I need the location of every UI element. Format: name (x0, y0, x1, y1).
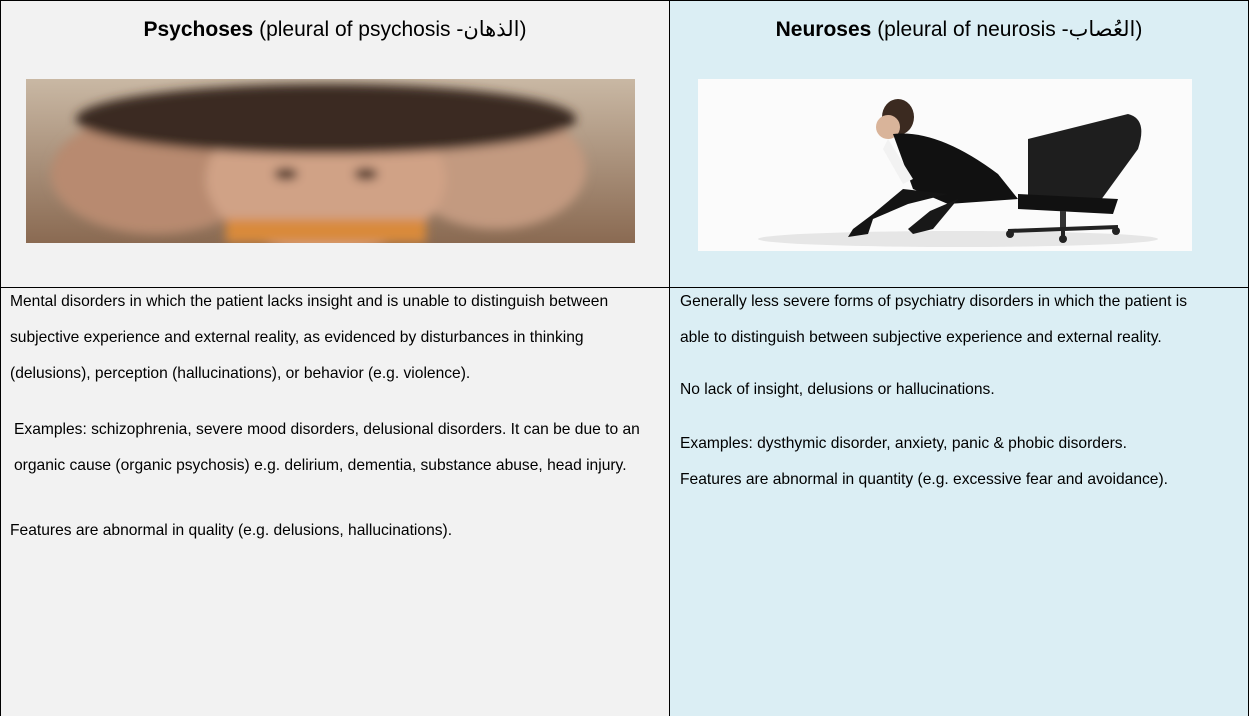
heading-note: (pleural of psychosis -الذهان) (259, 18, 527, 41)
paragraph: Examples: dysthymic disorder, anxiety, p… (680, 435, 1127, 452)
column-heading: Neuroses (pleural of neurosis -العُصاب) (670, 17, 1248, 42)
neurosis-image (698, 79, 1192, 251)
body-cell: Generally less severe forms of psychiatr… (670, 288, 1248, 716)
paragraph: Mental disorders in which the patient la… (10, 293, 609, 382)
cell-text: Generally less severe forms of psychiatr… (680, 288, 1220, 498)
body-cell: Mental disorders in which the patient la… (1, 288, 670, 716)
heading-note: (pleural of neurosis -العُصاب) (877, 18, 1143, 41)
header-cell: Neuroses (pleural of neurosis -العُصاب) (670, 1, 1248, 288)
paragraph: Features are abnormal in quality (e.g. d… (10, 522, 453, 539)
psychosis-image (26, 79, 635, 243)
heading-term: Neuroses (775, 18, 872, 41)
paragraph: Features are abnormal in quantity (e.g. … (680, 471, 1169, 488)
heading-term: Psychoses (143, 18, 254, 41)
paragraph: Generally less severe forms of psychiatr… (680, 293, 1188, 346)
column-heading: Psychoses (pleural of psychosis -الذهان) (1, 17, 669, 42)
header-cell: Psychoses (pleural of psychosis -الذهان) (1, 1, 670, 288)
paragraph: No lack of insight, delusions or halluci… (680, 381, 995, 398)
paragraph: Examples: schizophrenia, severe mood dis… (14, 421, 640, 474)
cell-text: Mental disorders in which the patient la… (10, 288, 665, 549)
